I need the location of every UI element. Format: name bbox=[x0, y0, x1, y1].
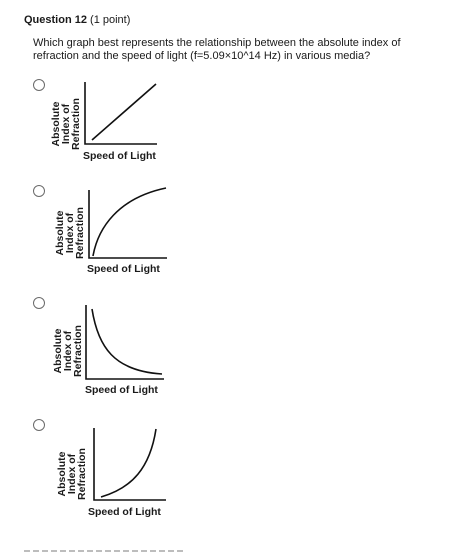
next-question-cutoff bbox=[24, 548, 184, 554]
graph-curve-linear bbox=[84, 82, 157, 145]
question-number: Question 12 bbox=[24, 14, 87, 26]
x-axis-label: Speed of Light bbox=[87, 263, 160, 275]
graph-option-4: Absolute Index of Refraction Speed of Li… bbox=[46, 428, 186, 528]
radio-button-option-3[interactable] bbox=[33, 297, 45, 309]
graph-curve-convex bbox=[93, 428, 166, 501]
radio-button-option-4[interactable] bbox=[33, 419, 45, 431]
x-axis-label: Speed of Light bbox=[85, 384, 158, 396]
x-axis-label: Speed of Light bbox=[88, 506, 161, 518]
radio-button-option-1[interactable] bbox=[33, 79, 45, 91]
question-header: Question 12 (1 point) bbox=[24, 14, 130, 26]
radio-button-option-2[interactable] bbox=[33, 185, 45, 197]
question-points: (1 point) bbox=[90, 14, 131, 26]
graph-option-2: Absolute Index of Refraction Speed of Li… bbox=[46, 186, 186, 286]
graph-option-3: Absolute Index of Refraction Speed of Li… bbox=[46, 305, 186, 405]
graph-curve-concave bbox=[88, 187, 167, 259]
x-axis-label: Speed of Light bbox=[83, 150, 156, 162]
graph-option-1: Absolute Index of Refraction Speed of Li… bbox=[46, 80, 186, 180]
graph-curve-decreasing bbox=[85, 305, 164, 380]
question-text: Which graph best represents the relation… bbox=[33, 37, 401, 62]
